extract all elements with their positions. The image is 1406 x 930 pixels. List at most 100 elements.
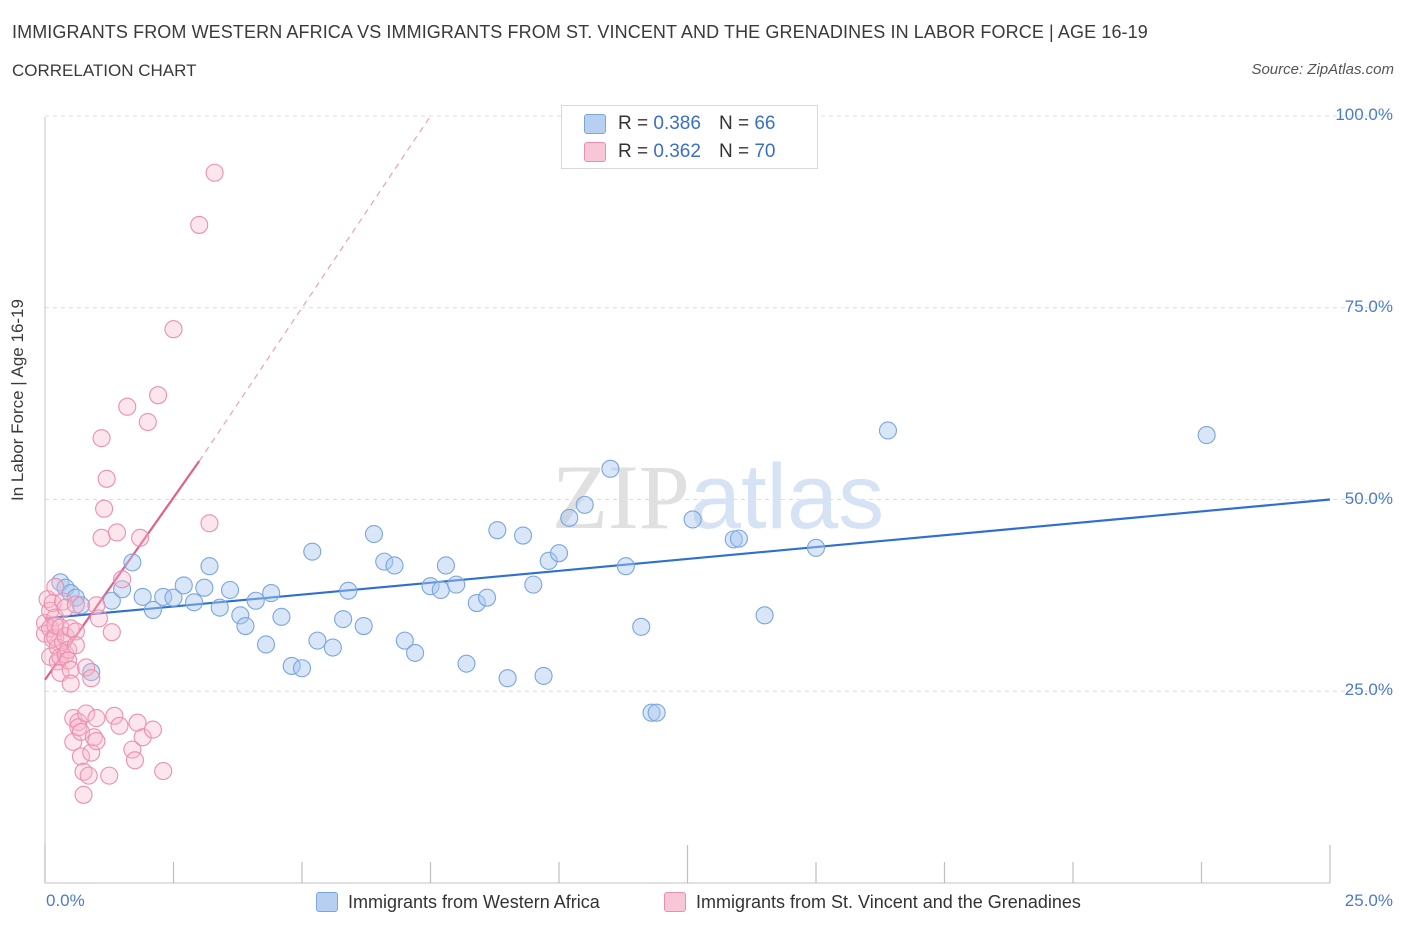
data-point-western-africa: [498, 669, 517, 688]
x-tick-label-max: 25.0%: [1344, 891, 1393, 910]
data-point-st-vincent: [125, 751, 144, 770]
data-point-western-africa: [195, 578, 214, 597]
data-point-western-africa: [334, 610, 353, 629]
data-point-st-vincent: [95, 499, 114, 518]
data-point-western-africa: [642, 703, 661, 722]
data-point-st-vincent: [100, 766, 119, 785]
data-point-st-vincent: [133, 728, 152, 747]
data-point-western-africa: [354, 617, 373, 636]
data-point-st-vincent: [66, 595, 85, 614]
data-point-western-africa: [447, 575, 466, 594]
trend-line-western-africa: [44, 498, 1331, 620]
data-point-st-vincent: [105, 706, 124, 725]
data-point-western-africa: [560, 508, 579, 527]
correlation-legend: R = 0.386 N = 66 R = 0.362 N = 70: [561, 105, 818, 169]
data-point-st-vincent: [87, 709, 106, 728]
data-point-western-africa: [292, 659, 312, 678]
data-point-st-vincent: [113, 570, 132, 589]
data-point-western-africa: [308, 631, 327, 650]
data-point-western-africa: [575, 495, 594, 514]
data-point-st-vincent: [87, 732, 106, 751]
watermark: ZIPatlas: [552, 446, 884, 548]
data-point-western-africa: [220, 580, 240, 600]
data-point-st-vincent: [61, 674, 80, 693]
data-point-western-africa: [488, 521, 507, 540]
data-point-western-africa: [174, 576, 193, 595]
y-tick-label: 100.0%: [1335, 105, 1393, 124]
data-point-st-vincent: [154, 761, 173, 781]
data-point-western-africa: [256, 635, 276, 654]
data-point-western-africa: [406, 643, 425, 662]
data-point-western-africa: [683, 510, 702, 529]
chart-subtitle: CORRELATION CHART: [12, 61, 197, 80]
data-point-st-vincent: [66, 622, 85, 641]
trend-line-st-vincent-extension: [198, 115, 431, 462]
data-point-western-africa: [549, 544, 569, 563]
trend-lines: [44, 115, 1331, 681]
data-point-st-vincent: [190, 215, 209, 234]
data-point-western-africa: [339, 581, 358, 600]
gridlines: [45, 115, 1390, 692]
legend-label-st-vincent: Immigrants from St. Vincent and the Gren…: [696, 891, 1081, 912]
legend-row-pink: R = 0.362 N = 70: [584, 141, 775, 163]
legend-swatch-pink: [584, 142, 606, 162]
data-point-st-vincent: [74, 785, 93, 804]
legend-blue-n-value: 66: [754, 113, 776, 134]
legend-pink-n-label: N =: [718, 141, 750, 162]
legend-pink-r-value: 0.362: [653, 141, 701, 162]
data-point-st-vincent: [77, 704, 96, 723]
series-western-africa-points: [51, 421, 1216, 722]
data-point-st-vincent: [41, 619, 60, 638]
data-point-st-vincent: [61, 619, 80, 638]
data-point-st-vincent: [46, 577, 65, 596]
data-point-st-vincent: [107, 523, 127, 542]
data-point-st-vincent: [123, 740, 142, 759]
data-point-western-africa: [524, 575, 543, 594]
data-point-western-africa: [123, 553, 142, 572]
data-point-st-vincent: [110, 716, 129, 735]
data-point-western-africa: [601, 459, 620, 478]
data-point-st-vincent: [138, 412, 157, 432]
y-axis-label: In Labor Force | Age 16-19: [8, 299, 27, 501]
data-point-western-africa: [616, 557, 635, 576]
data-point-western-africa: [477, 588, 497, 607]
data-point-western-africa: [729, 529, 748, 548]
legend-blue-r-value: 0.386: [653, 113, 701, 134]
data-point-western-africa: [71, 596, 91, 615]
data-point-western-africa: [143, 600, 162, 619]
data-point-st-vincent: [118, 397, 137, 416]
legend-pink-r-label: R =: [618, 141, 649, 162]
legend-swatch-blue: [584, 114, 606, 134]
data-point-st-vincent: [56, 598, 75, 617]
y-tick-label: 75.0%: [1344, 296, 1393, 316]
data-point-western-africa: [185, 593, 204, 612]
data-point-western-africa: [806, 538, 826, 557]
data-point-western-africa: [154, 587, 173, 606]
data-point-western-africa: [164, 588, 183, 607]
data-point-western-africa: [236, 617, 255, 636]
data-point-western-africa: [385, 556, 404, 575]
data-point-western-africa: [513, 526, 533, 545]
data-point-western-africa: [375, 552, 394, 571]
y-tick-label: 25.0%: [1344, 680, 1393, 700]
data-point-western-africa: [303, 542, 322, 561]
source-credit: Source: ZipAtlas.com: [1251, 61, 1394, 78]
data-point-st-vincent: [205, 163, 224, 182]
data-point-western-africa: [364, 524, 384, 544]
data-point-western-africa: [395, 631, 414, 650]
data-point-western-africa: [878, 421, 898, 440]
data-point-st-vincent: [143, 720, 162, 739]
data-point-st-vincent: [79, 766, 98, 785]
legend-row-blue: R = 0.386 N = 66: [584, 113, 775, 135]
y-tick-label: 50.0%: [1344, 488, 1393, 508]
data-point-st-vincent: [164, 320, 183, 339]
axes: [44, 117, 1331, 884]
data-point-western-africa: [436, 556, 455, 575]
data-point-western-africa: [1197, 426, 1216, 445]
data-point-st-vincent: [149, 386, 168, 405]
data-point-western-africa: [113, 580, 132, 599]
data-point-st-vincent: [102, 623, 121, 642]
data-point-st-vincent: [97, 469, 116, 488]
data-point-st-vincent: [71, 747, 91, 766]
